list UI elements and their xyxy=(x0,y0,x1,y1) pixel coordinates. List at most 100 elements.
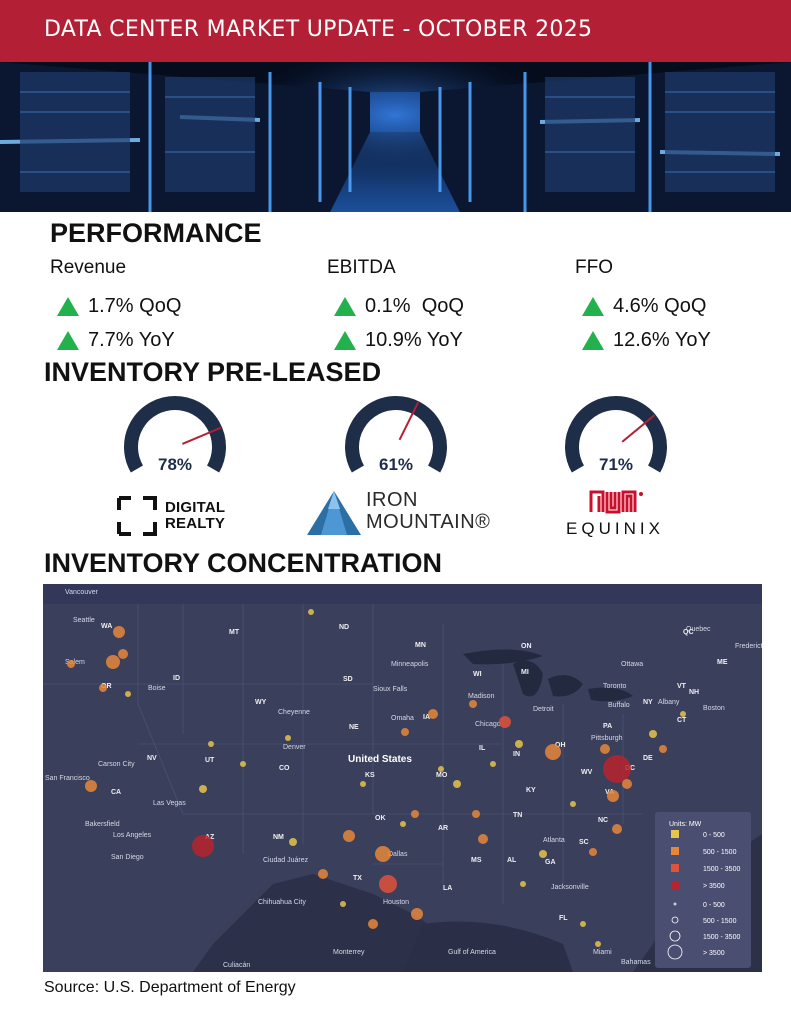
kpi-qoq: 0.1% QoQ xyxy=(327,289,464,323)
map-place-label: Ottawa xyxy=(621,661,643,668)
kpi-yoy: 10.9% YoY xyxy=(327,323,464,357)
map-state-label: UT xyxy=(205,757,215,764)
header-banner: DATA CENTER MARKET UPDATE - OCTOBER 2025 xyxy=(0,0,791,62)
map-marker xyxy=(240,761,246,767)
equinix-mark-icon xyxy=(589,490,643,514)
map-state-label: NH xyxy=(689,689,699,696)
map-place-label: Detroit xyxy=(533,706,554,713)
legend-swatch xyxy=(671,881,679,889)
map-marker xyxy=(411,908,423,920)
legend-label: 500 - 1500 xyxy=(703,918,737,925)
map-place-label: Cheyenne xyxy=(278,709,310,716)
map-state-label: AR xyxy=(438,825,448,832)
map-marker xyxy=(570,801,576,807)
map-marker xyxy=(622,779,632,789)
legend-size-marker xyxy=(671,916,679,924)
gauge-equinix: 71% xyxy=(558,395,674,485)
map-marker xyxy=(490,761,496,767)
logo-line: IRON xyxy=(366,489,418,511)
legend-swatch xyxy=(671,830,679,838)
map-place-label: Pittsburgh xyxy=(591,735,623,742)
map-state-label: IL xyxy=(479,745,486,752)
map-place-label: Omaha xyxy=(391,715,414,722)
map-marker xyxy=(499,716,511,728)
map-marker xyxy=(208,741,214,747)
map-state-label: MN xyxy=(415,642,426,649)
legend-size-marker xyxy=(667,944,683,960)
map-state-label: MS xyxy=(471,857,482,864)
map-state-label: VT xyxy=(677,683,687,690)
map-marker xyxy=(520,881,526,887)
map-marker xyxy=(375,846,391,862)
map-marker xyxy=(400,821,406,827)
map-place-label: Gulf of America xyxy=(448,949,496,956)
map-place-label: Houston xyxy=(383,899,409,906)
equinix-logo: EQUINIX xyxy=(555,486,675,542)
source-note: Source: U.S. Department of Energy xyxy=(44,979,296,996)
map-marker xyxy=(285,735,291,741)
legend-label: 0 - 500 xyxy=(703,832,725,839)
map-marker xyxy=(113,626,125,638)
map-place-label: Albany xyxy=(658,699,680,706)
map-place-label: Bahamas xyxy=(621,959,651,966)
map-marker xyxy=(118,649,128,659)
map-state-label: NV xyxy=(147,755,157,762)
kpi-qoq-value: 0.1% QoQ xyxy=(365,294,464,317)
kpi-name: EBITDA xyxy=(327,257,396,278)
server-hallway-image xyxy=(0,62,791,212)
map-marker xyxy=(478,834,488,844)
map-marker xyxy=(343,830,355,842)
mountain-icon xyxy=(307,491,361,535)
map-marker xyxy=(603,755,631,783)
map-state-label: QC xyxy=(683,629,694,636)
map-state-label: SC xyxy=(579,839,589,846)
map-place-label: Boston xyxy=(703,705,725,712)
logo-line: REALTY xyxy=(165,515,226,532)
map-marker xyxy=(545,744,561,760)
map-marker xyxy=(125,691,131,697)
map-place-label: Vancouver xyxy=(65,589,99,596)
map-place-label: Bakersfield xyxy=(85,821,120,828)
map-place-label: Carson City xyxy=(98,761,135,768)
map-state-label: NY xyxy=(643,699,653,706)
legend-label: > 3500 xyxy=(703,950,725,957)
kpi-yoy-value: 10.9% YoY xyxy=(365,328,463,351)
up-arrow-icon xyxy=(334,296,356,316)
map-state-label: DE xyxy=(643,755,653,762)
map-state-label: MI xyxy=(521,669,529,676)
map-state-label: SD xyxy=(343,676,353,683)
gauge-arc xyxy=(565,396,667,473)
map-place-label: Buffalo xyxy=(608,702,630,709)
map-marker xyxy=(428,709,438,719)
map-state-label: WV xyxy=(581,769,593,776)
map-place-label: Fredericton xyxy=(735,643,762,650)
map-marker xyxy=(308,609,314,615)
map-state-label: WY xyxy=(255,699,267,706)
legend-label: 1500 - 3500 xyxy=(703,866,740,873)
kpi-name: FFO xyxy=(575,257,613,278)
map-state-label: CO xyxy=(279,765,290,772)
up-arrow-icon xyxy=(582,296,604,316)
map-state-label: GA xyxy=(545,859,556,866)
kpi-name: Revenue xyxy=(50,257,127,278)
map-state-label: PA xyxy=(603,723,612,730)
map-marker xyxy=(472,810,480,818)
page-title: DATA CENTER MARKET UPDATE - OCTOBER 2025 xyxy=(44,17,593,42)
gauge-percent: 78% xyxy=(157,455,193,474)
map-marker xyxy=(589,848,597,856)
map-place-label: Minneapolis xyxy=(391,661,429,668)
legend-size-marker xyxy=(669,930,681,942)
map-place-label: Miami xyxy=(593,949,612,956)
map-place-label: Monterrey xyxy=(333,949,365,956)
digital-realty-logo: DIGITAL REALTY xyxy=(117,496,237,536)
legend-swatch xyxy=(671,847,679,855)
map-marker xyxy=(595,941,601,947)
map-place-label: Ciudad Juárez xyxy=(263,857,309,864)
inventory-concentration-heading: INVENTORY CONCENTRATION xyxy=(44,548,443,578)
map-state-label: TN xyxy=(513,812,522,819)
gauge-percent: 61% xyxy=(378,455,414,474)
kpi-yoy: 12.6% YoY xyxy=(575,323,711,357)
map-marker xyxy=(515,740,523,748)
gauge-arc xyxy=(124,396,226,473)
equinix-wordmark: EQUINIX xyxy=(566,519,664,538)
